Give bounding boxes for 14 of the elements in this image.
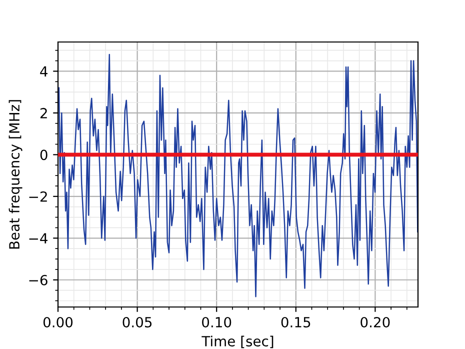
y-tick-label: −6 [29,274,48,286]
x-axis-title: Time [sec] [202,336,274,348]
y-tick-label: −2 [29,191,47,202]
y-tick-label: 0 [40,150,48,160]
y-tick-label: −4 [29,233,48,244]
x-tick-label: 0.10 [202,316,232,328]
y-tick-label: 2 [40,108,47,118]
x-tick-label: 0.00 [43,316,73,328]
x-tick-label: 0.15 [281,316,310,328]
y-axis-title: Beat frequency [MHz] [8,100,22,249]
x-tick-label: 0.20 [360,316,390,328]
y-tick-label: 4 [40,66,48,76]
x-tick-label: 0.05 [122,316,152,328]
line-series [58,54,418,298]
